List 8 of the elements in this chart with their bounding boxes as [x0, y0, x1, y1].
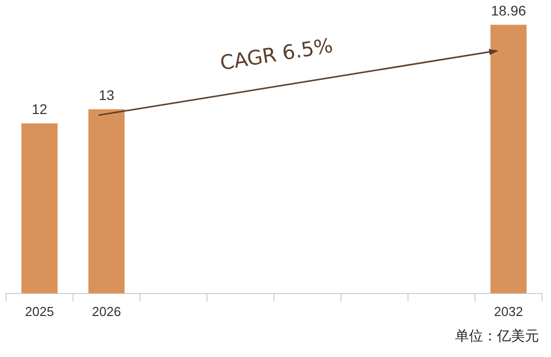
x-tick-label: 2032	[494, 304, 523, 319]
x-tick-label: 2025	[25, 304, 54, 319]
data-label: 18.96	[490, 2, 526, 19]
data-label: 13	[98, 87, 114, 104]
x-tick-label: 2026	[92, 304, 121, 319]
text: 单位：亿美元	[455, 328, 539, 345]
annotation: CAGR 6.5%	[218, 33, 334, 75]
data-label: 12	[32, 101, 48, 118]
